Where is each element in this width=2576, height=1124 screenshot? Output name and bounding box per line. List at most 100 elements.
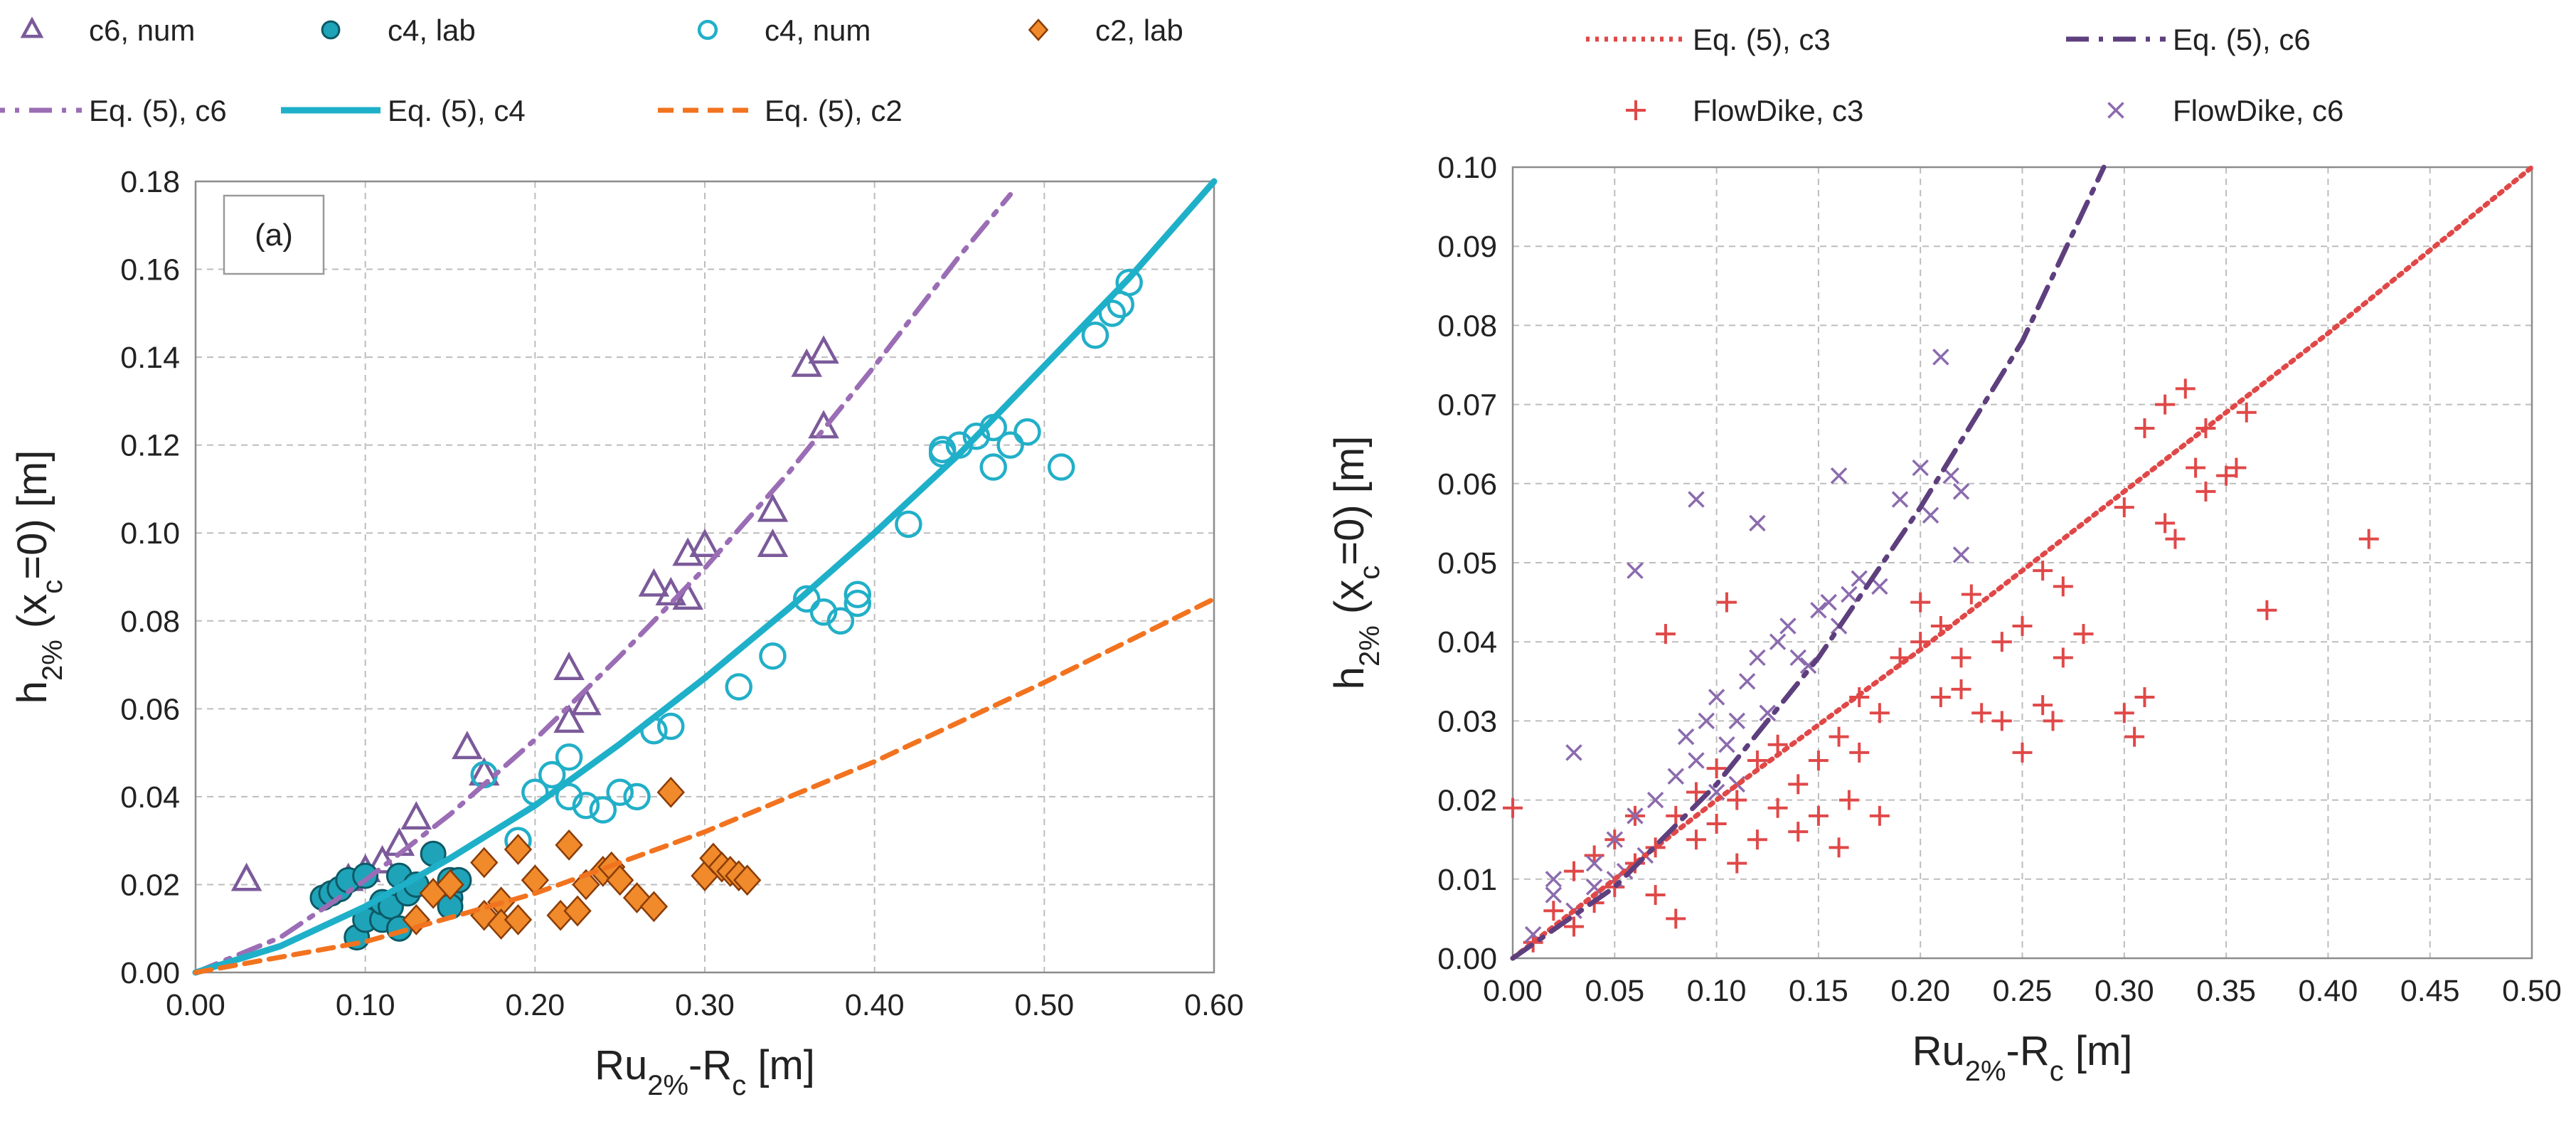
point-b-1-26: [1749, 649, 1766, 667]
y-tick-label-a-9: 0.18: [120, 165, 180, 199]
x-tick-label-a-4: 0.40: [845, 988, 905, 1022]
point-b-0-30: [1808, 805, 1829, 826]
point-a-2-29: [1081, 321, 1109, 349]
legend-label-b-0: Eq. (5), c3: [1693, 23, 1831, 56]
point-a-2-7: [589, 796, 617, 824]
plot-area-b: [1503, 164, 2535, 961]
point-a-0-13: [672, 581, 703, 610]
point-b-1-45: [1952, 483, 1970, 500]
point-b-1-30: [1789, 649, 1806, 667]
point-b-0-69: [2216, 465, 2237, 486]
point-a-2-19: [895, 510, 922, 539]
point-b-1-13: [1646, 791, 1664, 809]
point-b-1-3: [1565, 744, 1582, 761]
legend-marker-a-3: [1028, 18, 1049, 41]
point-a-2-14: [792, 585, 821, 613]
point-b-0-63: [2155, 394, 2176, 415]
point-b-1-14: [1667, 768, 1685, 785]
x-axis-title-a: Ru2%-Rc [m]: [595, 1042, 815, 1101]
point-b-0-50: [2012, 615, 2033, 636]
point-b-0-21: [1727, 853, 1747, 874]
y-tick-label-b-6: 0.06: [1437, 467, 1497, 502]
point-b-0-49: [2012, 742, 2033, 763]
x-tick-label-b-3: 0.15: [1789, 974, 1848, 1008]
point-a-2-23: [962, 423, 991, 450]
point-b-1-7: [1606, 831, 1624, 848]
point-b-0-68: [2196, 481, 2216, 502]
legend-b: Eq. (5), c3 Eq. (5), c6 FlowDike, c3 FlowDi…: [1586, 23, 2343, 127]
point-b-1-19: [1708, 689, 1725, 706]
point-a-2-16: [826, 607, 855, 635]
x-tick-label-a-0: 0.00: [166, 988, 225, 1022]
legend-marker-b-3: [2107, 102, 2124, 119]
point-a-3-8: [504, 834, 533, 865]
point-b-0-36: [1869, 805, 1890, 826]
point-a-2-3: [538, 760, 566, 789]
y-tick-label-a-6: 0.12: [120, 429, 180, 463]
x-tick-label-a-2: 0.20: [505, 988, 565, 1022]
point-b-0-37: [1869, 703, 1890, 723]
point-b-0-43: [1951, 679, 1971, 699]
point-b-0-71: [2236, 402, 2257, 423]
point-b-1-18: [1698, 712, 1715, 730]
point-b-1-29: [1779, 617, 1797, 635]
point-a-3-2: [436, 869, 464, 901]
y-tick-label-b-2: 0.02: [1437, 784, 1497, 818]
point-b-1-34: [1830, 467, 1848, 484]
point-b-0-70: [2226, 457, 2247, 478]
point-b-0-59: [2124, 726, 2145, 747]
x-tick-label-a-3: 0.30: [675, 988, 735, 1022]
point-b-1-43: [1942, 467, 1959, 484]
point-b-0-52: [2033, 695, 2053, 716]
point-a-2-11: [657, 712, 685, 741]
y-tick-label-a-4: 0.08: [120, 605, 180, 639]
point-b-0-42: [1930, 687, 1951, 708]
point-b-1-21: [1718, 736, 1735, 753]
point-b-0-24: [1747, 751, 1767, 770]
point-b-1-42: [1932, 349, 1949, 366]
point-b-1-27: [1759, 704, 1776, 722]
point-a-2-15: [809, 598, 838, 626]
point-a-3-19: [656, 776, 685, 808]
point-b-0-61: [2134, 687, 2155, 708]
point-b-1-39: [1891, 491, 1909, 508]
point-b-0-29: [1808, 751, 1829, 770]
point-b-0-45: [1961, 584, 1981, 605]
x-tick-label-b-8: 0.40: [2299, 974, 2358, 1008]
point-a-0-8: [553, 652, 585, 680]
point-b-0-31: [1829, 726, 1849, 747]
chart-panel-a: c6, num c4, lab c4, num c2, lab Eq. (5), c6 E…: [0, 14, 1244, 1101]
y-tick-label-a-1: 0.02: [120, 868, 180, 902]
y-axis-title-a: h2% (xc=0) [m]: [9, 450, 68, 704]
point-a-0-15: [689, 529, 720, 558]
point-a-0-6: [452, 731, 483, 760]
point-a-2-30: [1098, 299, 1127, 327]
x-tick-label-b-10: 0.50: [2502, 974, 2562, 1008]
point-b-0-65: [2175, 378, 2196, 399]
point-a-0-19: [808, 335, 839, 364]
point-b-0-27: [1788, 822, 1809, 842]
line-a-0: [193, 192, 1013, 975]
point-b-0-22: [1727, 790, 1747, 810]
point-a-2-6: [572, 791, 600, 820]
point-b-0-3: [1563, 916, 1584, 937]
y-tick-label-b-8: 0.08: [1437, 309, 1497, 343]
line-b-0: [1510, 164, 2535, 961]
plot-area-a: [192, 178, 1218, 976]
legend-label-a-6: Eq. (5), c2: [765, 94, 903, 127]
legend-marker-a-2: [697, 19, 718, 41]
legend-marker-b-2: [1626, 100, 1646, 120]
point-a-2-8: [606, 778, 634, 806]
point-b-0-73: [2358, 529, 2379, 549]
point-b-1-1: [1545, 886, 1563, 903]
point-b-0-46: [1971, 703, 1992, 723]
point-b-0-55: [2053, 576, 2073, 597]
point-a-0-16: [757, 493, 789, 522]
point-b-0-14: [1666, 908, 1686, 929]
point-b-0-60: [2134, 418, 2155, 438]
legend-item-a-1: c4, lab: [321, 14, 476, 47]
legend-item-b-3: FlowDike, c6: [2107, 94, 2343, 127]
x-tick-label-b-1: 0.05: [1585, 974, 1644, 1008]
point-b-1-32: [1810, 601, 1827, 619]
